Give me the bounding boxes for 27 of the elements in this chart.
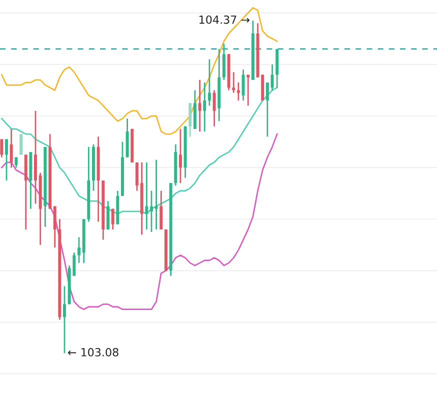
candlestick <box>106 200 110 230</box>
candlestick <box>135 162 138 192</box>
candlestick <box>145 162 148 230</box>
candlestick <box>160 190 163 230</box>
candlestick <box>212 90 216 128</box>
candlestick <box>246 74 250 106</box>
candlestick <box>242 68 245 102</box>
candlestick <box>236 82 240 102</box>
candlestick <box>198 79 202 132</box>
candlestick <box>10 128 13 168</box>
candlestick <box>154 159 158 230</box>
annotation: 104.37 → <box>200 15 250 24</box>
candlestick <box>77 236 80 264</box>
candlestick <box>203 82 206 132</box>
candlestick <box>222 43 226 81</box>
candlestick <box>111 208 114 230</box>
candlestick <box>232 71 236 94</box>
candlestick <box>53 206 56 248</box>
candlestick <box>266 82 269 138</box>
candlestick <box>178 128 182 184</box>
candlestick <box>0 138 4 158</box>
candlestick <box>150 190 153 233</box>
candlestick <box>63 285 66 354</box>
candlestick <box>5 138 8 182</box>
candlestick <box>208 58 211 106</box>
candlestick <box>188 102 192 138</box>
annotation: ← 103.08 <box>68 348 118 356</box>
